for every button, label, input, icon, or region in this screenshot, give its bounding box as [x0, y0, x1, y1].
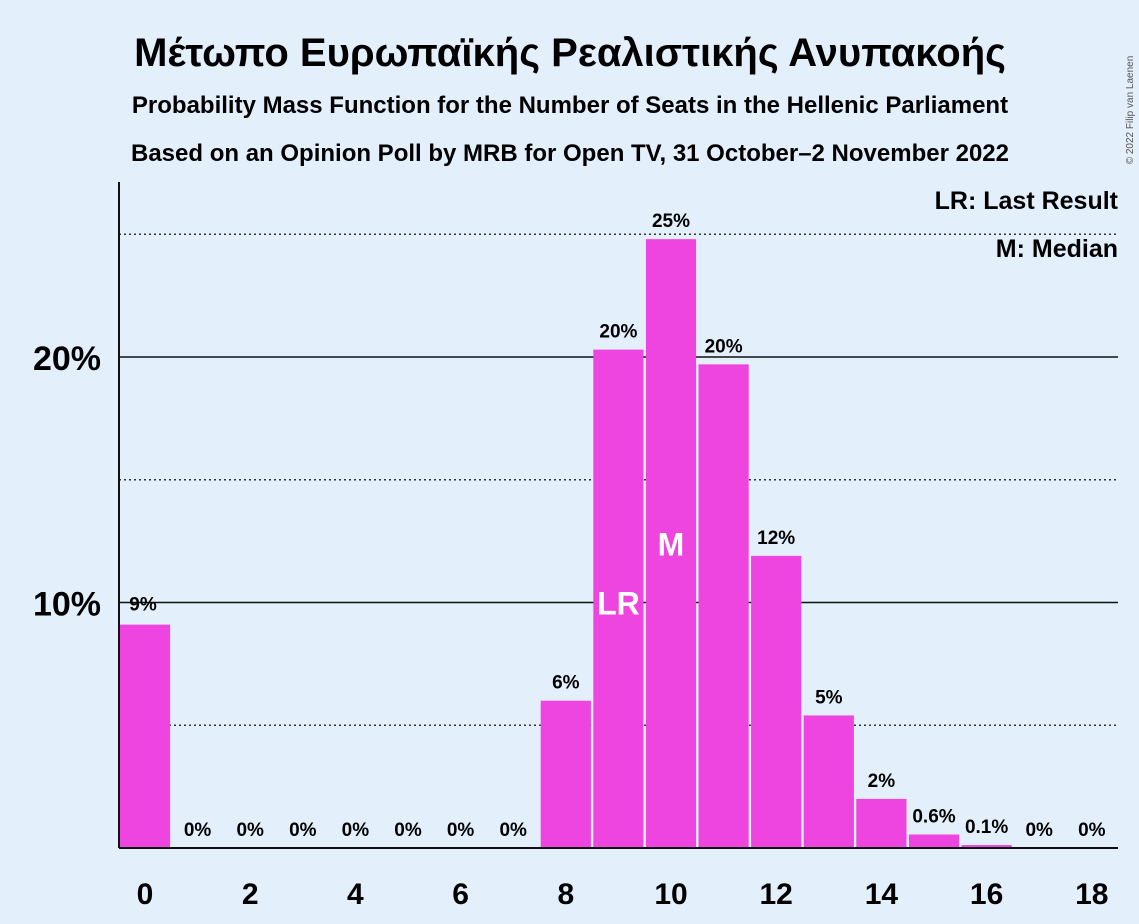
data-label-1: 0%: [184, 820, 212, 841]
data-label-2: 0%: [236, 820, 264, 841]
copyright-note: © 2022 Filip van Laenen: [1125, 56, 1136, 165]
bar-16: [961, 845, 1012, 848]
data-labels: 9% 0% 0% 0% 0% 0% 0% 0% 6% 20% 25% 20% 12% 5% 2% 0.6% 0.…: [129, 211, 1105, 841]
data-label-7: 0%: [499, 820, 527, 841]
data-label-14: 2%: [868, 771, 896, 792]
chart-subtitle-1: Probability Mass Function for the Number…: [132, 92, 1008, 119]
bar-13: [803, 715, 854, 848]
bar-11: [698, 364, 749, 848]
legend-median: M: Median: [996, 235, 1118, 263]
axes: [118, 182, 1118, 849]
data-label-15: 0.6%: [912, 806, 955, 827]
data-label-0: 9%: [129, 595, 157, 616]
x-tick-labels: 0 2 4 6 8 10 12 14 16 18: [137, 878, 1109, 911]
bar-9: [593, 349, 644, 848]
bar-15: [908, 834, 960, 848]
legend-last-result: LR: Last Result: [935, 187, 1119, 215]
data-label-11: 20%: [705, 336, 743, 357]
x-tick-0: 0: [137, 878, 154, 911]
x-tick-16: 16: [970, 878, 1003, 911]
x-tick-10: 10: [654, 878, 687, 911]
data-label-10: 25%: [652, 211, 690, 232]
data-label-5: 0%: [394, 820, 422, 841]
x-tick-14: 14: [865, 878, 899, 911]
data-label-12: 12%: [757, 528, 795, 549]
chart-subtitle-2: Based on an Opinion Poll by MRB for Open…: [131, 140, 1009, 167]
data-label-3: 0%: [289, 820, 317, 841]
bar-12: [751, 555, 802, 848]
bar-0: [119, 624, 171, 848]
data-label-6: 0%: [447, 820, 475, 841]
data-label-17: 0%: [1025, 820, 1053, 841]
x-tick-8: 8: [557, 878, 574, 911]
data-label-4: 0%: [342, 820, 370, 841]
x-tick-6: 6: [452, 878, 469, 911]
bar-14: [856, 798, 907, 848]
x-tick-4: 4: [347, 878, 364, 911]
bar-8: [540, 700, 591, 848]
data-label-9: 20%: [599, 322, 637, 343]
y-tick-20: 20%: [33, 340, 101, 378]
bar-markers: LR M: [597, 527, 684, 622]
data-label-13: 5%: [815, 687, 843, 708]
median-marker: M: [658, 527, 685, 563]
data-label-8: 6%: [552, 673, 580, 694]
x-tick-12: 12: [760, 878, 793, 911]
x-tick-2: 2: [242, 878, 259, 911]
data-label-16: 0.1%: [965, 817, 1008, 838]
bar-series: [119, 239, 1012, 848]
bar-10: [645, 239, 697, 848]
y-tick-10: 10%: [33, 586, 101, 624]
last-result-marker: LR: [597, 586, 640, 622]
data-label-18: 0%: [1078, 820, 1106, 841]
y-tick-labels: 10% 20%: [33, 340, 101, 624]
x-tick-18: 18: [1075, 878, 1108, 911]
chart-title: Μέτωπο Ευρωπαϊκής Ρεαλιστικής Ανυπακοής: [134, 31, 1006, 75]
